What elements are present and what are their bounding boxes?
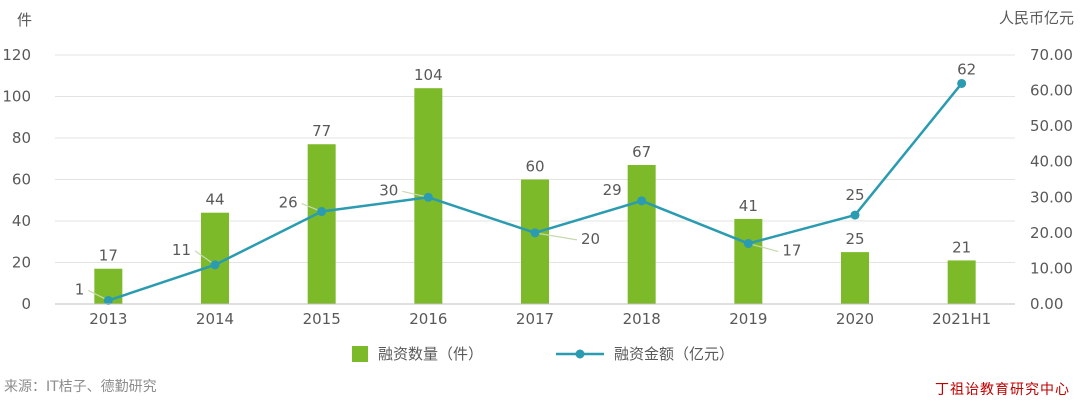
x-tick-label: 2020: [836, 310, 874, 328]
x-tick-label: 2014: [196, 310, 234, 328]
x-tick-label: 2015: [303, 310, 341, 328]
bar-data-label: 21: [952, 238, 971, 256]
left-tick-label: 20: [12, 254, 31, 272]
right-tick-label: 60.00: [1030, 82, 1073, 100]
left-axis-unit: 件: [17, 11, 32, 29]
legend-bar-swatch: [352, 346, 368, 362]
left-tick-label: 80: [12, 129, 31, 147]
right-tick-label: 20.00: [1030, 224, 1073, 242]
legend: 融资数量（件） 融资金额（亿元）: [352, 345, 734, 363]
left-tick-label: 60: [12, 171, 31, 189]
bar-data-label: 60: [525, 158, 544, 176]
line-point: [957, 78, 967, 88]
right-tick-label: 10.00: [1030, 259, 1073, 277]
line-point: [210, 260, 220, 270]
right-tick-label: 40.00: [1030, 153, 1073, 171]
label-leader-line: [748, 242, 779, 253]
left-tick-label: 0: [21, 295, 31, 313]
line-data-label: 30: [379, 181, 398, 199]
line-point: [103, 295, 113, 305]
line-point: [743, 239, 753, 249]
x-axis: 2013 2014 2015 2016 2017 2018 2019 2020 2021H1: [55, 303, 1015, 328]
line-data-label: 29: [603, 181, 622, 199]
legend-line-label: 融资金额（亿元）: [614, 345, 734, 363]
bar-series: 17 44 77 104 60 67 41 25 21: [94, 66, 976, 304]
bar: [307, 144, 336, 304]
right-tick-label: 50.00: [1030, 117, 1073, 135]
right-tick-label: 0.00: [1030, 295, 1063, 313]
left-tick-label: 120: [2, 46, 31, 64]
bar: [947, 260, 976, 304]
line-point: [637, 196, 647, 206]
line-data-label: 17: [782, 242, 801, 260]
x-tick-label: 2016: [409, 310, 447, 328]
x-tick-label: 2017: [516, 310, 554, 328]
left-tick-label: 40: [12, 212, 31, 230]
bar-data-label: 44: [205, 191, 224, 209]
line-point: [850, 210, 860, 220]
label-leader-line: [534, 232, 578, 241]
line-data-label: 25: [845, 186, 864, 204]
x-tick-label: 2021H1: [932, 310, 991, 328]
line-data-label: 20: [581, 230, 600, 248]
left-tick-label: 100: [2, 88, 31, 106]
bar: [734, 218, 763, 304]
bar-data-label: 17: [99, 247, 118, 265]
legend-line-marker: [575, 349, 585, 359]
left-axis: 件 0 20 40 60 80 100 120: [2, 11, 32, 313]
source-note: 来源：IT桔子、德勤研究: [4, 379, 157, 395]
watermark: 丁祖诒教育研究中心: [935, 382, 1070, 398]
bar: [841, 252, 869, 304]
legend-bar-label: 融资数量（件）: [378, 345, 483, 363]
x-tick-label: 2018: [623, 310, 661, 328]
line-point: [530, 228, 540, 238]
line-point: [317, 207, 327, 217]
bar: [521, 179, 549, 304]
line-data-label: 11: [172, 241, 191, 259]
right-axis-unit: 人民币亿元: [999, 9, 1074, 27]
right-axis: 人民币亿元 0.00 10.00 20.00 30.00 40.00 50.00 60.00…: [999, 9, 1074, 313]
bar-data-label: 104: [414, 66, 443, 84]
x-tick-label: 2013: [89, 310, 127, 328]
bar-data-label: 77: [312, 122, 331, 140]
bar-data-label: 41: [739, 197, 758, 215]
right-tick-label: 30.00: [1030, 188, 1073, 206]
x-tick-label: 2019: [729, 310, 767, 328]
bar: [627, 164, 656, 304]
line-data-label: 62: [957, 60, 976, 78]
line-point: [423, 192, 433, 202]
bar-data-label: 67: [632, 143, 651, 161]
right-tick-label: 70.00: [1030, 46, 1073, 64]
line-data-label: 26: [279, 194, 298, 212]
line-data-label: 1: [75, 280, 85, 298]
bar-data-label: 25: [845, 230, 864, 248]
